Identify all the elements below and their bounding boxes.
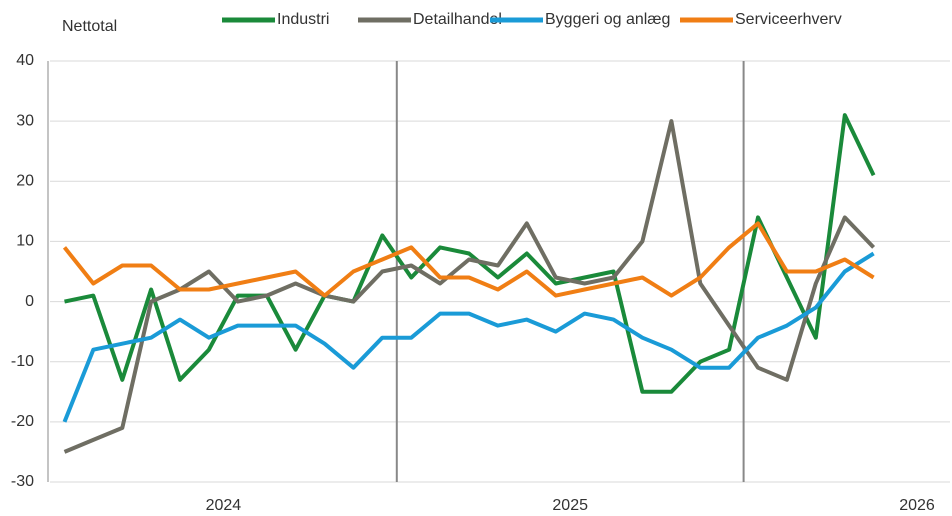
y-tick-label: -30 bbox=[11, 473, 34, 490]
y-tick-label: 20 bbox=[16, 173, 34, 190]
legend-label: Industri bbox=[277, 11, 329, 28]
legend-label: Byggeri og anlæg bbox=[545, 11, 670, 28]
series-line bbox=[63, 119, 876, 454]
y-tick-label: 40 bbox=[16, 52, 34, 69]
y-tick-label: 10 bbox=[16, 233, 34, 250]
x-group-label: 2026 bbox=[899, 497, 935, 514]
y-tick-label: -20 bbox=[11, 413, 34, 430]
y-tick-label: 30 bbox=[16, 112, 34, 129]
legend-label: Serviceerhverv bbox=[735, 11, 842, 28]
series-line bbox=[62, 251, 875, 423]
x-group-label: 2025 bbox=[552, 497, 588, 514]
x-group-label: 2024 bbox=[206, 497, 242, 514]
y-tick-label: 0 bbox=[25, 293, 34, 310]
y-tick-label: -10 bbox=[11, 353, 34, 370]
series-line bbox=[62, 221, 875, 298]
y-axis-label: Nettotal bbox=[62, 18, 117, 35]
series-line bbox=[64, 113, 876, 394]
legend-label: Detailhandel bbox=[413, 11, 502, 28]
